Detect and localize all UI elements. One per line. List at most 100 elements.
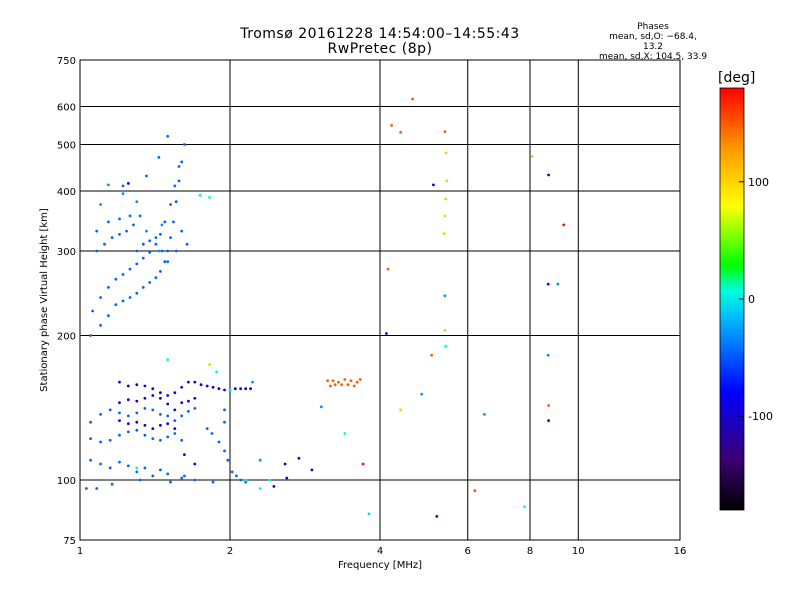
data-point bbox=[239, 478, 243, 482]
data-point bbox=[283, 462, 287, 466]
data-point bbox=[244, 387, 248, 391]
data-point bbox=[159, 423, 162, 427]
data-point bbox=[160, 223, 164, 227]
x-axis-ticks: 1 2 4 6 8 10 16 bbox=[77, 546, 687, 557]
data-point bbox=[556, 282, 560, 286]
data-point bbox=[169, 236, 173, 240]
x-tick-label: 4 bbox=[377, 546, 383, 557]
title-instrument: RwPretec (8p) bbox=[327, 41, 433, 57]
data-point bbox=[118, 411, 121, 415]
data-point bbox=[159, 413, 162, 416]
data-point bbox=[355, 380, 359, 384]
x-axis-label: Frequency [MHz] bbox=[338, 560, 422, 571]
y-tick-label: 300 bbox=[57, 247, 76, 258]
data-point bbox=[180, 385, 184, 389]
data-point bbox=[208, 363, 212, 366]
x-tick-label: 2 bbox=[227, 546, 233, 557]
data-point bbox=[185, 242, 189, 246]
data-point bbox=[121, 299, 125, 303]
data-point bbox=[346, 383, 350, 387]
data-point bbox=[310, 468, 314, 472]
colorbar-ticks: 100 0 -100 bbox=[739, 176, 773, 423]
data-point bbox=[121, 192, 125, 196]
data-point bbox=[211, 385, 215, 389]
data-point bbox=[99, 296, 102, 299]
data-point bbox=[193, 396, 197, 400]
data-point bbox=[141, 242, 145, 246]
data-point bbox=[177, 165, 181, 168]
data-point bbox=[166, 249, 170, 253]
data-point bbox=[166, 422, 170, 426]
data-point bbox=[210, 432, 214, 435]
data-point bbox=[126, 414, 130, 418]
data-point bbox=[173, 419, 177, 422]
data-points bbox=[85, 97, 566, 518]
data-point bbox=[235, 474, 238, 478]
data-point bbox=[177, 179, 181, 183]
data-point bbox=[166, 394, 170, 397]
data-point bbox=[183, 453, 186, 456]
data-point bbox=[217, 387, 221, 391]
data-point bbox=[128, 296, 132, 299]
data-point bbox=[121, 273, 125, 276]
data-point bbox=[143, 384, 147, 388]
data-point bbox=[340, 383, 343, 387]
data-point bbox=[138, 214, 142, 218]
colorbar-tick-label: 100 bbox=[748, 176, 769, 189]
data-point bbox=[208, 196, 212, 199]
data-point bbox=[159, 232, 162, 236]
data-point bbox=[154, 242, 158, 246]
colorbar-tick-label: 0 bbox=[748, 293, 755, 306]
data-point bbox=[108, 466, 112, 470]
data-point bbox=[173, 184, 177, 188]
data-point bbox=[444, 344, 448, 348]
y-tick-label: 200 bbox=[57, 332, 76, 343]
data-point bbox=[89, 437, 92, 440]
grid-lines bbox=[80, 60, 680, 540]
data-point bbox=[159, 270, 162, 273]
data-point bbox=[546, 353, 550, 357]
phase-statistics: Phases mean, sd,O: −68.4, 13.2 mean, sd,… bbox=[598, 22, 708, 62]
data-point bbox=[132, 223, 135, 227]
data-point bbox=[118, 433, 121, 437]
data-point bbox=[135, 399, 139, 403]
data-point bbox=[126, 182, 130, 185]
data-point bbox=[443, 130, 447, 134]
data-point bbox=[107, 314, 110, 318]
data-point bbox=[99, 324, 102, 327]
data-point bbox=[107, 286, 110, 289]
data-point bbox=[99, 203, 102, 206]
data-point bbox=[143, 396, 147, 400]
y-axis-label: Stationary phase Virtual Height [km] bbox=[39, 208, 50, 392]
data-point bbox=[135, 466, 139, 470]
data-point bbox=[172, 220, 175, 224]
data-point bbox=[444, 151, 448, 155]
data-point bbox=[126, 384, 130, 388]
x-tick-label: 16 bbox=[674, 546, 687, 557]
data-point bbox=[174, 200, 178, 204]
x-tick-label: 6 bbox=[465, 546, 471, 557]
data-point bbox=[126, 430, 130, 434]
data-point bbox=[268, 478, 271, 482]
data-point bbox=[166, 472, 170, 476]
data-point bbox=[272, 485, 276, 488]
data-point bbox=[143, 423, 147, 427]
data-point bbox=[135, 291, 139, 295]
data-point bbox=[135, 383, 139, 387]
data-point bbox=[199, 383, 203, 387]
data-point bbox=[358, 378, 362, 381]
data-point bbox=[154, 236, 158, 240]
data-point bbox=[148, 239, 152, 243]
data-point bbox=[118, 419, 121, 422]
data-point bbox=[166, 402, 170, 406]
data-point bbox=[233, 387, 237, 391]
data-point bbox=[193, 380, 197, 384]
data-point bbox=[151, 387, 155, 391]
data-point bbox=[148, 251, 152, 254]
data-point bbox=[160, 249, 164, 253]
data-point bbox=[297, 456, 301, 460]
data-point bbox=[187, 410, 190, 413]
data-point bbox=[91, 309, 94, 313]
data-point bbox=[180, 414, 184, 418]
data-point bbox=[198, 193, 202, 197]
